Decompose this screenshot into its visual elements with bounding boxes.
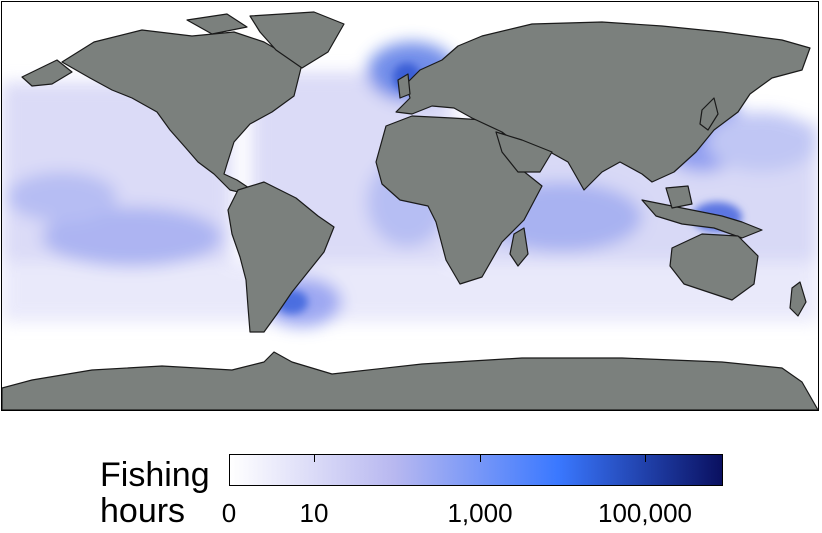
- legend-color-bar: [229, 454, 723, 486]
- landmass-greenland: [249, 11, 345, 69]
- world-map-svg: [2, 11, 818, 410]
- landmass-antarctica: [2, 351, 818, 410]
- legend-title-line2: hours: [100, 492, 186, 530]
- world-map: [1, 1, 819, 411]
- landmass-north-america: [61, 29, 303, 195]
- landmass-madagascar: [509, 227, 529, 267]
- fishing-zone-east-pacific: [42, 207, 222, 267]
- legend-tick-label: 10: [299, 498, 329, 528]
- landmass-indonesia: [641, 199, 763, 239]
- landmass-arctic-islands: [186, 13, 248, 35]
- landmass-japan: [699, 97, 719, 131]
- landmass-british-isles: [397, 73, 411, 99]
- landmass-borneo: [665, 185, 693, 209]
- landmass-new-zealand: [789, 281, 807, 317]
- legend-tick-label: 100,000: [598, 498, 692, 528]
- legend-title-line1: Fishing: [100, 456, 210, 494]
- land-layer: [2, 11, 818, 410]
- legend-tick-mark: [314, 454, 315, 462]
- landmass-alaska: [21, 59, 73, 87]
- legend-tick-mark: [645, 454, 646, 462]
- legend-tick-label: 0: [221, 498, 237, 528]
- fishing-zone-north-pacific: [707, 112, 817, 172]
- landmass-south-america: [227, 181, 335, 333]
- landmass-arabia: [495, 131, 553, 173]
- fishing-zone-tropical-pacific: [7, 172, 117, 222]
- legend-tick-mark: [229, 454, 230, 462]
- landmass-australia: [669, 233, 759, 301]
- legend-tick-mark: [480, 454, 481, 462]
- legend-tick-label: 1,000: [447, 498, 513, 528]
